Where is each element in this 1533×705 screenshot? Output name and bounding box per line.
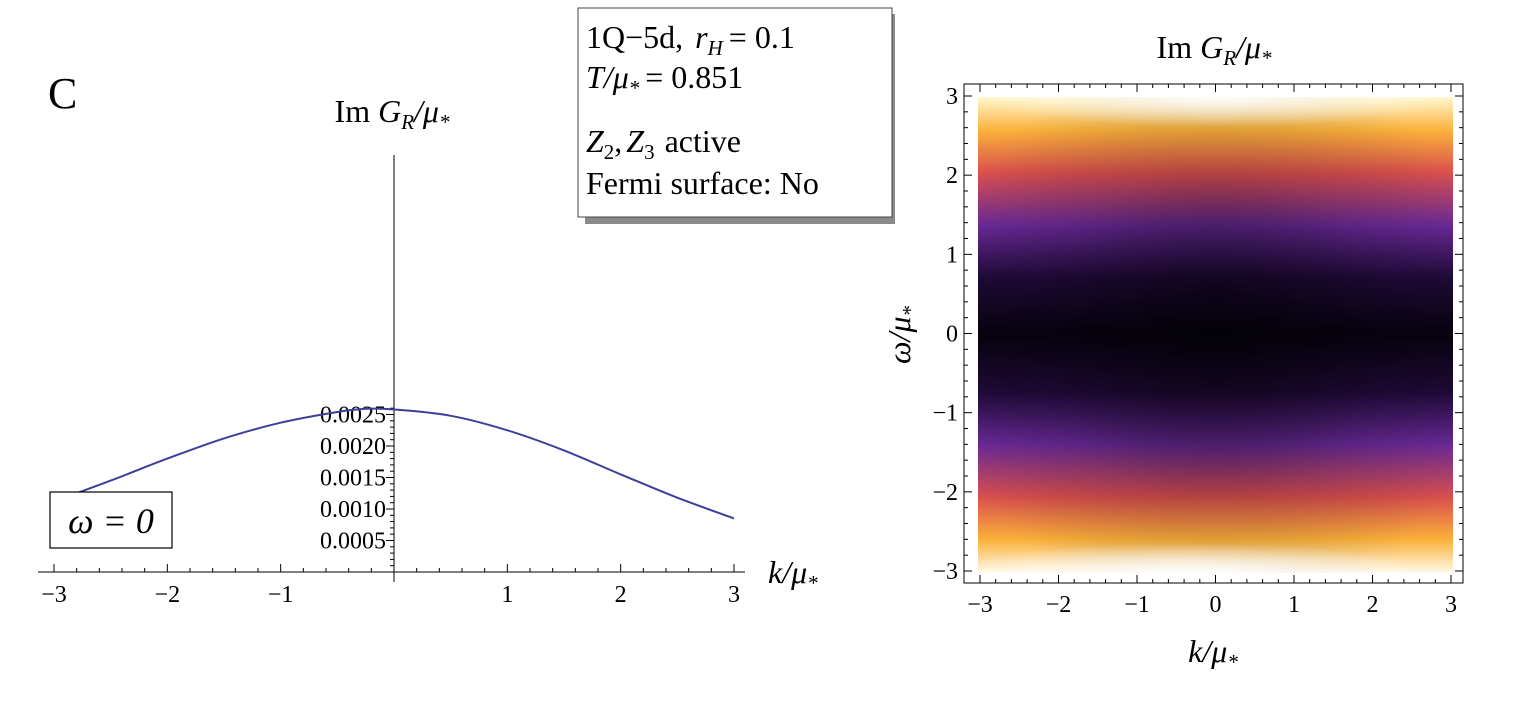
heatmap-y-tick-label: −2 [932,480,958,506]
omega-label-box [49,491,173,549]
info-box-panel [577,7,893,218]
x-tick-label: −1 [268,582,294,608]
heatmap-x-tick-label: 2 [1367,592,1379,618]
x-tick-label: −2 [155,582,181,608]
x-tick-label: 3 [728,582,740,608]
info-line-1: 1Q−5d, rH = 0.1 [586,19,795,60]
heatmap-y-tick-label: −1 [932,401,958,427]
heatmap-chart: Im GR/μ* −3 −2 −1 0 1 2 3 −3 −2 −1 0 1 2 3 k/μ* ω/μ* [881,29,1464,674]
heatmap-y-tick-label: 0 [946,322,958,348]
x-tick-label: 1 [501,582,513,608]
x-ticks: −3 −2 −1 1 2 3 [41,564,740,608]
info-line-4: Fermi surface: No [586,165,819,201]
line-chart-title: Im GR/μ* [335,93,450,134]
heatmap-x-tick-label: −2 [1046,592,1072,618]
x-tick-label: −3 [41,582,67,608]
y-tick-label: 0.0025 [320,403,386,429]
info-line-2: T/μ* = 0.851 [586,59,743,100]
heatmap-x-tick-label: −3 [967,592,993,618]
heatmap-y-label: ω/μ* [881,305,922,364]
panel-label: C [48,69,77,118]
heatmap-x-ticks: −3 −2 −1 0 1 2 3 [967,84,1457,618]
y-tick-label: 0.0020 [320,434,386,460]
heatmap-y-tick-label: −3 [932,559,958,585]
info-box: 1Q−5d, rH = 0.1 T/μ* = 0.851 Z2, Z3 active Fe… [577,7,895,224]
y-tick-label: 0.0010 [320,497,386,523]
line-chart-x-label: k/μ* [768,554,818,595]
heatmap-y-tick-label: 2 [946,163,958,189]
heatmap-x-label: k/μ* [1188,633,1238,674]
heatmap-x-tick-label: 0 [1210,592,1222,618]
y-tick-label: 0.0015 [320,466,386,492]
line-chart: Im GR/μ* −3 −2 −1 1 2 3 0.00050.00100.00150.0… [38,93,818,608]
omega-label: ω = 0 [68,501,154,541]
heatmap-bottom-glow [978,513,1453,573]
series-line-omega-0 [53,407,735,520]
y-ticks: 0.0005 0.0010 0.0015 0.0020 0.0025 [320,403,394,567]
heatmap-dark-core [978,97,1453,573]
x-tick-label: 2 [615,582,627,608]
heatmap-field [978,97,1453,573]
heatmap-top-glow [978,97,1453,157]
heatmap-x-tick-label: −1 [1124,592,1150,618]
info-line-3: Z2, Z3 active [586,123,741,164]
heatmap-x-tick-label: 1 [1288,592,1300,618]
heatmap-x-tick-label: 3 [1445,592,1457,618]
heatmap-title: Im GR/μ* [1157,29,1272,70]
heatmap-y-tick-label: 1 [946,242,958,268]
heatmap-y-tick-label: 3 [946,84,958,110]
heatmap-y-ticks: −3 −2 −1 0 1 2 3 [932,84,1463,585]
y-tick-label: 0.0005 [320,529,386,555]
